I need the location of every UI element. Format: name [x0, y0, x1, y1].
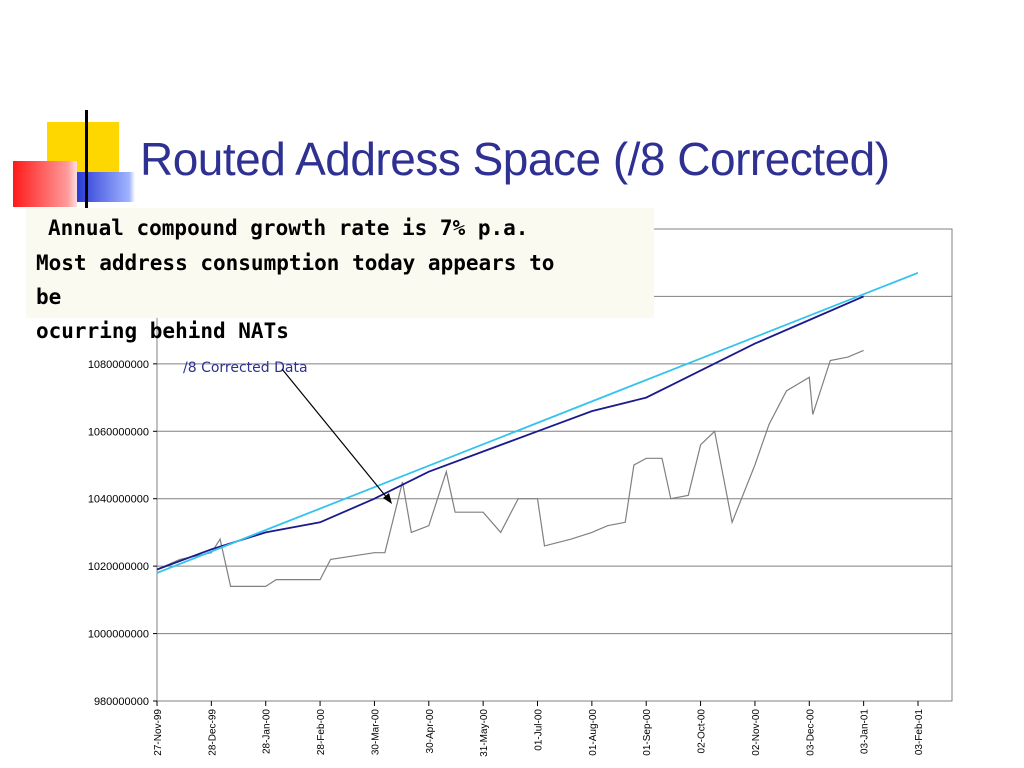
x-tick-label: 30-Apr-00 — [425, 709, 436, 754]
x-tick-label: 01-Aug-00 — [588, 709, 599, 756]
note-line-4: ocurring behind NATs — [36, 319, 289, 343]
data-series — [156, 271, 919, 588]
note-line-2: Most address consumption today appears t… — [36, 251, 555, 275]
series-line-2 — [156, 295, 864, 571]
x-tick-label: 28-Dec-99 — [207, 709, 218, 756]
x-tick-label: 03-Dec-00 — [805, 709, 816, 756]
logo-red-square — [13, 161, 77, 207]
x-axis-ticks: 27-Nov-99 28-Dec-99 28-Jan-00 28-Feb-00 30-M… — [153, 701, 925, 757]
x-tick-label: 28-Jan-00 — [262, 709, 273, 754]
x-tick-label: 03-Feb-01 — [914, 709, 925, 756]
slide-title: Routed Address Space (/8 Corrected) — [140, 133, 890, 185]
x-tick-label: 31-May-00 — [479, 709, 490, 757]
y-axis-ticks: 980000000 1000000000 1020000000 1040000000 1… — [88, 291, 157, 708]
y-tick-label: 1040000000 — [88, 494, 149, 506]
x-tick-label: 28-Feb-00 — [316, 709, 327, 756]
note-box: Annual compound growth rate is 7% p.a. M… — [26, 208, 654, 343]
x-tick-label: 03-Jan-01 — [860, 709, 871, 754]
x-tick-label: 27-Nov-99 — [153, 709, 164, 756]
x-tick-label: 01-Jul-00 — [534, 709, 545, 751]
y-tick-label: 980000000 — [94, 696, 149, 708]
series-line-1 — [156, 349, 864, 588]
x-tick-label: 30-Mar-00 — [370, 709, 381, 756]
annotation-arrow — [281, 368, 389, 500]
annotation-label: /8 Corrected Data — [183, 360, 308, 376]
series-line-3 — [156, 271, 919, 574]
note-line-1: Annual compound growth rate is 7% p.a. — [48, 216, 529, 240]
y-tick-label: 1000000000 — [88, 629, 149, 641]
y-tick-label: 1060000000 — [88, 426, 149, 438]
y-tick-label: 1020000000 — [88, 561, 149, 573]
y-tick-label: 1080000000 — [88, 359, 149, 371]
note-line-3: be — [36, 285, 62, 309]
x-tick-label: 02-Oct-00 — [697, 709, 708, 754]
x-tick-label: 02-Nov-00 — [751, 709, 762, 756]
x-tick-label: 01-Sep-00 — [642, 709, 653, 756]
logo-vertical-line — [85, 110, 88, 208]
annotation-arrowhead — [383, 493, 392, 504]
